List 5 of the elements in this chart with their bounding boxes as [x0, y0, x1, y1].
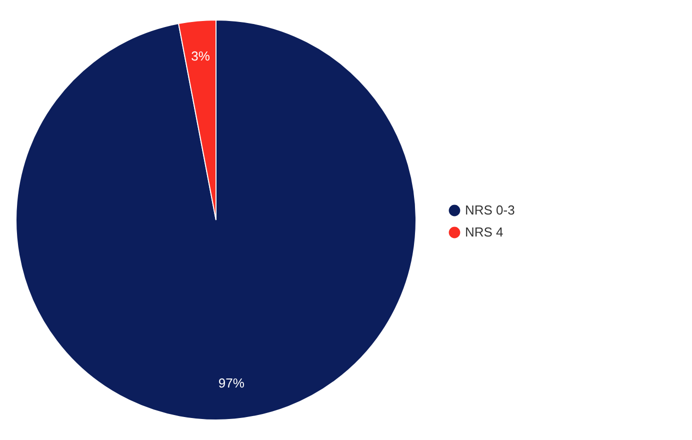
legend-label: NRS 0-3 [465, 202, 515, 218]
legend-label: NRS 4 [465, 224, 504, 240]
data-label: 97% [218, 375, 245, 390]
pie-slice [16, 20, 416, 420]
data-label: 3% [191, 48, 210, 64]
